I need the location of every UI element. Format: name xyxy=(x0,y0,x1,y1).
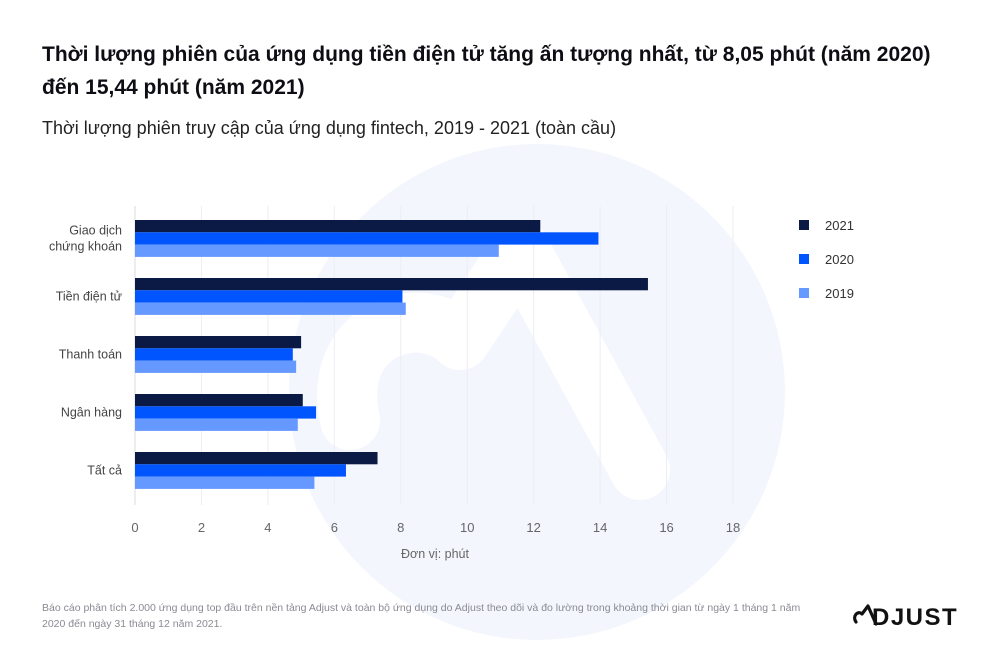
bar-2021 xyxy=(135,452,378,465)
footnote: Báo cáo phân tích 2.000 ứng dụng top đầu… xyxy=(42,602,801,630)
chart-title: Thời lượng phiên của ứng dụng tiền điện … xyxy=(42,43,931,99)
legend-swatch-2020 xyxy=(799,254,809,264)
category-label: Giao dịch xyxy=(69,223,122,237)
x-tick-label: 12 xyxy=(526,520,540,535)
category-label: chứng khoán xyxy=(49,239,122,253)
bar-2021 xyxy=(135,336,302,349)
bar-2021 xyxy=(135,278,648,291)
bar-2020 xyxy=(135,406,317,419)
legend-label: 2020 xyxy=(825,252,854,267)
bar-2020 xyxy=(135,232,599,245)
bar-2019 xyxy=(135,360,297,373)
bar-2019 xyxy=(135,302,406,315)
x-tick-label: 0 xyxy=(131,520,138,535)
bar-2020 xyxy=(135,348,293,361)
bar-2021 xyxy=(135,394,303,407)
x-tick-label: 8 xyxy=(397,520,404,535)
bar-2021 xyxy=(135,220,541,233)
x-tick-label: 14 xyxy=(593,520,607,535)
watermark-logo-icon xyxy=(317,220,670,500)
x-tick-label: 16 xyxy=(659,520,673,535)
legend-label: 2019 xyxy=(825,286,854,301)
x-tick-label: 4 xyxy=(264,520,271,535)
category-label: Tiền điện tử xyxy=(56,289,122,303)
bar-2019 xyxy=(135,244,499,257)
bar-2020 xyxy=(135,464,346,477)
legend-swatch-2019 xyxy=(799,288,809,298)
watermark-circle xyxy=(289,144,785,640)
x-axis-label: Đơn vị: phút xyxy=(401,547,469,561)
x-tick-label: 6 xyxy=(331,520,338,535)
category-label: Tất cả xyxy=(87,463,122,477)
bar-2019 xyxy=(135,418,298,431)
adjust-logo-mark: DJUST xyxy=(853,604,958,631)
x-tick-label: 10 xyxy=(460,520,474,535)
svg-text:DJUST: DJUST xyxy=(872,604,958,630)
category-label: Ngân hàng xyxy=(61,405,122,419)
legend-label: 2021 xyxy=(825,218,854,233)
legend-swatch-2021 xyxy=(799,220,809,230)
x-tick-label: 2 xyxy=(198,520,205,535)
adjust-logo: DJUST xyxy=(852,600,982,637)
bar-2020 xyxy=(135,290,403,303)
category-label: Thanh toán xyxy=(59,347,122,361)
x-tick-label: 18 xyxy=(726,520,740,535)
chart-subtitle: Thời lượng phiên truy cập của ứng dụng f… xyxy=(42,118,617,138)
bar-2019 xyxy=(135,476,315,489)
